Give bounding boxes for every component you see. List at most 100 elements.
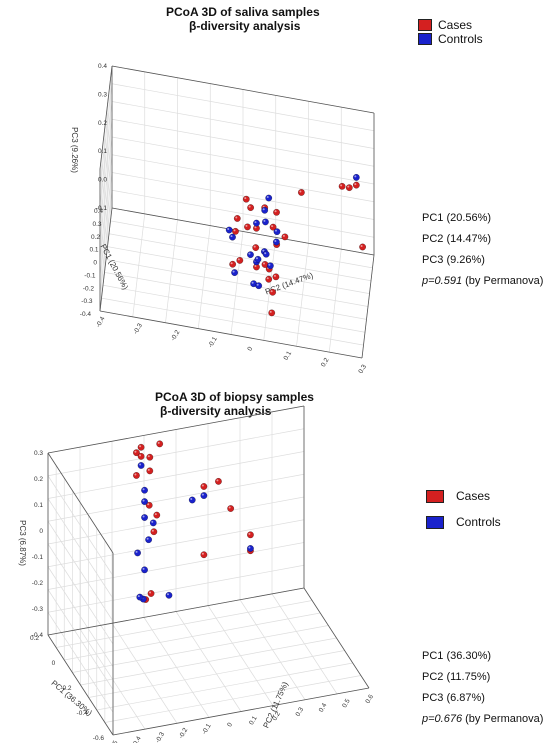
data-point-cases [281, 233, 289, 241]
data-point-highlight [244, 197, 247, 200]
data-point-cases [146, 467, 154, 475]
data-point-cases [229, 260, 236, 268]
pc2-tick-label: 0.3 [357, 363, 368, 375]
data-point-highlight [262, 249, 265, 252]
pc1-axis-title: PC1 (36.30%) [49, 678, 94, 717]
stat-pc1: PC1 (36.30%) [422, 650, 492, 662]
pc1-tick-label: 0 [93, 260, 97, 267]
pc1-tick-label: 0 [52, 660, 56, 667]
data-point-highlight [201, 493, 204, 496]
data-point-cases [265, 275, 273, 283]
p-value: p=0.591 [422, 275, 463, 287]
data-point-cases [153, 511, 161, 519]
data-point-highlight [274, 239, 277, 242]
data-point-cases [247, 204, 254, 211]
data-point-highlight [230, 262, 233, 265]
pc2-tick-label: 0.6 [364, 693, 375, 705]
pc2-tick-label: 0.2 [271, 710, 282, 722]
data-point-highlight [340, 184, 343, 187]
legend-swatch-cases [426, 489, 444, 503]
wall-grid-line [111, 136, 375, 185]
pc3-tick-label: 0.1 [34, 502, 43, 509]
data-point-controls [137, 462, 145, 469]
data-point-cases [273, 208, 280, 216]
saliva-legend: Cases Controls [418, 18, 483, 46]
stat-pvalue: p=0.676 (by Permanova) [422, 709, 543, 730]
box-edge [111, 207, 375, 256]
box-edge [47, 452, 114, 554]
box-edge [47, 634, 114, 736]
data-point-highlight [147, 468, 150, 471]
biopsy-chart-subtitle: β-diversity analysis [160, 404, 272, 418]
data-point-highlight [248, 205, 251, 208]
data-point-controls [136, 593, 144, 601]
data-point-controls [262, 218, 269, 226]
data-point-highlight [142, 488, 145, 491]
pc3-tick-label: -0.2 [32, 580, 44, 587]
data-point-cases [147, 590, 155, 597]
pc3-axis-title: PC3 (9.26%) [70, 127, 79, 173]
box-edge [111, 65, 375, 114]
data-point-cases [137, 443, 145, 451]
legend-item-cases: Cases [426, 488, 501, 504]
data-point-highlight [248, 546, 251, 549]
pc1-tick-label: 0.4 [94, 208, 103, 215]
data-point-controls [265, 194, 273, 202]
data-point-highlight [360, 244, 363, 247]
data-point-highlight [264, 252, 267, 255]
pc3-tick-label: 0.1 [98, 148, 107, 155]
legend-label-controls: Controls [438, 32, 483, 46]
data-point-cases [200, 551, 208, 559]
pc2-tick-label: -0.3 [132, 322, 144, 336]
legend-label-controls: Controls [456, 515, 501, 529]
pc3-tick-label: 0.2 [98, 120, 107, 127]
pc2-tick-label: -0.1 [207, 335, 219, 349]
data-point-cases [232, 228, 239, 235]
stat-pc2: PC2 (14.47%) [422, 233, 492, 245]
box-edge [361, 254, 375, 359]
data-point-cases [268, 309, 276, 317]
legend-item-cases: Cases [418, 18, 483, 32]
data-point-cases [227, 505, 234, 512]
pc2-tick-label: 0.4 [318, 702, 329, 714]
pc2-tick-label: -0.2 [178, 726, 190, 740]
wall-grid-line [47, 498, 114, 599]
box-edge [99, 207, 113, 312]
p-value: p=0.676 [422, 713, 463, 725]
data-point-controls [141, 486, 148, 494]
data-point-highlight [154, 513, 157, 516]
data-point-controls [273, 238, 280, 246]
pc3-tick-label: -0.3 [32, 606, 44, 613]
data-point-highlight [142, 567, 145, 570]
data-point-controls [273, 228, 281, 236]
legend-swatch-cases [418, 19, 432, 31]
pc2-tick-label: -0.5 [108, 739, 120, 743]
data-point-highlight [149, 591, 152, 594]
data-point-highlight [245, 224, 248, 227]
data-point-cases [236, 257, 244, 264]
floor-grid-line [207, 605, 274, 706]
wall-grid-line [47, 451, 305, 499]
data-point-highlight [147, 503, 150, 506]
data-point-highlight [227, 228, 230, 231]
data-point-highlight [248, 252, 251, 255]
p-method: (by Permanova) [462, 275, 544, 287]
data-point-highlight [274, 210, 277, 213]
data-point-highlight [254, 265, 257, 268]
box-edge [47, 405, 305, 454]
wall-grid-line [47, 475, 114, 576]
pc3-axis-title: PC3 (6.87%) [18, 520, 27, 566]
saliva-pcoa-panel: PCoA 3D of saliva samples β-diversity an… [0, 0, 550, 375]
pc1-tick-label: -0.4 [77, 710, 89, 717]
box-edge [112, 687, 370, 736]
data-point-highlight [151, 529, 154, 532]
data-point-controls [231, 269, 238, 276]
wall-grid-line [47, 496, 305, 545]
grid-lines [47, 405, 370, 736]
biopsy-chart-title: PCoA 3D of biopsy samples [155, 390, 314, 404]
data-point-highlight [228, 506, 231, 509]
pc2-tick-label: -0.4 [131, 735, 143, 743]
pc2-tick-label: 0.1 [248, 715, 259, 727]
data-point-controls [261, 206, 269, 214]
floor-grid-line [239, 599, 306, 700]
